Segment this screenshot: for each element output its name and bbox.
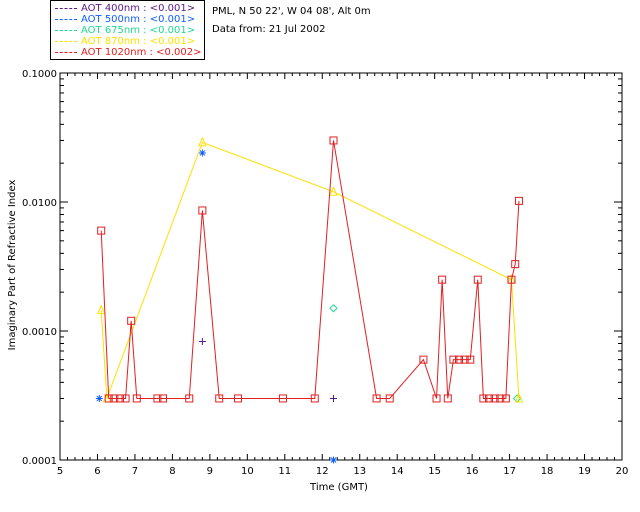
y-tick-label: 0.0010	[22, 327, 57, 338]
y-tick-label: 0.1000	[22, 69, 57, 80]
y-tick-label: 0.0100	[22, 198, 57, 209]
series-2-point	[329, 304, 338, 313]
series-4-point	[507, 275, 516, 284]
series-4-point	[110, 394, 119, 403]
site-info: PML, N 50 22', W 04 08', Alt 0m	[212, 6, 371, 17]
series-3-point	[329, 186, 338, 196]
x-tick-label: 11	[278, 466, 291, 477]
series-1-point	[330, 456, 338, 464]
series-4-point	[473, 275, 482, 284]
series-4-point	[419, 355, 428, 364]
x-tick-label: 17	[503, 466, 516, 477]
plot-frame	[59, 72, 623, 461]
series-4-point	[501, 394, 510, 403]
series-4-point	[385, 394, 394, 403]
series-4-point	[97, 226, 106, 235]
series-4-line	[100, 140, 520, 399]
legend-item-1020nm: AOT 1020nm : <0.002>	[55, 47, 201, 58]
series-4-point	[455, 355, 464, 364]
series-0-point	[330, 394, 338, 402]
x-tick-label: 13	[353, 466, 366, 477]
legend-item-870nm: AOT 870nm : <0.001>	[55, 36, 195, 47]
legend-label-1020nm: AOT 1020nm : <0.002>	[81, 47, 202, 58]
series-3-point	[198, 136, 207, 147]
x-axis-label: Time (GMT)	[309, 482, 368, 493]
legend-label-870nm: AOT 870nm : <0.001>	[81, 36, 196, 47]
x-tick-label: 16	[466, 466, 479, 477]
legend-item-675nm: AOT 675nm : <0.001>	[55, 25, 195, 36]
legend-swatch-870nm	[55, 40, 77, 42]
x-tick-label: 10	[241, 466, 254, 477]
x-tick-label: 9	[207, 466, 213, 477]
x-tick-label: 18	[541, 466, 554, 477]
x-tick-label: 6	[94, 466, 100, 477]
legend-item-500nm: AOT 500nm : <0.001>	[55, 14, 195, 25]
legend-label-400nm: AOT 400nm : <0.001>	[81, 3, 196, 14]
series-1	[95, 149, 338, 464]
series-4-point	[329, 136, 338, 145]
series-4-point	[514, 196, 523, 205]
series-4-point	[310, 394, 319, 403]
series-4-point	[153, 394, 162, 403]
x-tick-label: 14	[391, 466, 404, 477]
series-2	[329, 304, 522, 403]
series-4-point	[438, 275, 447, 284]
series-4-point	[490, 394, 499, 403]
x-tick-label: 19	[578, 466, 591, 477]
x-tick-label: 20	[616, 466, 629, 477]
legend-label-675nm: AOT 675nm : <0.001>	[81, 25, 196, 36]
legend-item-400nm: AOT 400nm : <0.001>	[55, 3, 195, 14]
x-tick-label: 15	[428, 466, 441, 477]
legend: AOT 400nm : <0.001> AOT 500nm : <0.001> …	[50, 0, 205, 60]
series-1-point	[198, 149, 206, 157]
series-4	[97, 136, 523, 403]
legend-swatch-675nm	[55, 29, 77, 31]
series-4-point	[449, 355, 458, 364]
legend-swatch-500nm	[55, 18, 77, 20]
series-4-point	[460, 355, 469, 364]
legend-label-500nm: AOT 500nm : <0.001>	[81, 14, 196, 25]
series-3-point	[96, 304, 106, 315]
series-4-point	[104, 394, 113, 403]
date-info: Data from: 21 Jul 2002	[212, 24, 326, 35]
x-tick-label: 12	[316, 466, 329, 477]
series-0-point	[198, 337, 206, 345]
series-4-point	[372, 394, 381, 403]
series-4-point	[432, 394, 441, 403]
legend-swatch-400nm	[55, 7, 77, 9]
series-4-point	[484, 394, 493, 403]
series-0	[198, 337, 338, 402]
series-4-point	[115, 394, 124, 403]
series-4-point	[278, 394, 287, 403]
x-tick-label: 5	[57, 466, 63, 477]
series-4-point	[215, 394, 224, 403]
x-tick-label: 7	[132, 466, 138, 477]
series-4-point	[159, 394, 168, 403]
y-axis-label: Imaginary Part of Refractive Index	[7, 180, 18, 351]
series-4-point	[185, 394, 194, 403]
series-layer	[95, 136, 524, 464]
legend-swatch-1020nm	[55, 51, 77, 53]
series-1-point	[95, 394, 103, 402]
series-4-point	[479, 394, 488, 403]
series-3	[96, 136, 524, 403]
y-tick-label: 0.0001	[22, 456, 57, 467]
series-4-point	[132, 394, 141, 403]
series-3-line	[100, 141, 520, 399]
series-4-point	[496, 394, 505, 403]
series-4-point	[127, 316, 136, 325]
series-4-point	[466, 355, 475, 364]
series-4-point	[443, 394, 452, 403]
series-4-point	[198, 206, 207, 215]
axes-layer: 5 6 7 8 9 10 11 12 13 14 15 16 17 18 19 20 0.0001 0.0010 0…	[22, 69, 628, 477]
x-tick-label: 8	[169, 466, 175, 477]
series-4-point	[511, 260, 520, 269]
series-3-point	[514, 392, 524, 403]
series-4-point	[121, 394, 130, 403]
series-4-point	[233, 394, 242, 403]
